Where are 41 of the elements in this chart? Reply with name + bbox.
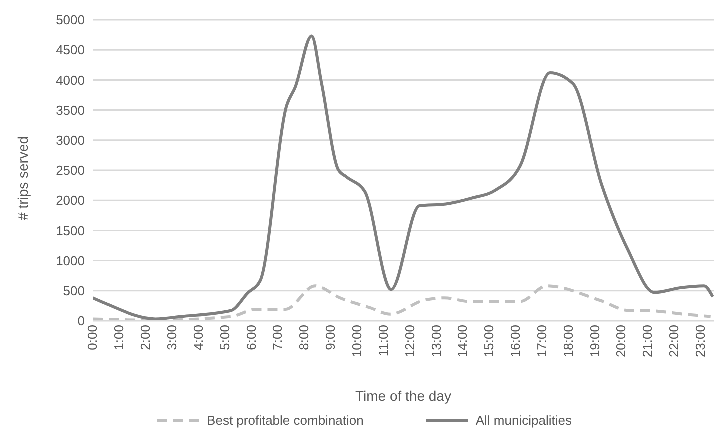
x-tick-label: 19:00 bbox=[587, 325, 602, 358]
x-tick-label: 1:00 bbox=[112, 325, 127, 350]
y-tick-label: 1500 bbox=[56, 223, 85, 238]
y-tick-label: 3500 bbox=[56, 102, 85, 118]
x-tick-label: 12:00 bbox=[402, 325, 418, 358]
x-tick-label: 8:00 bbox=[296, 325, 312, 350]
x-tick-label: 23:00 bbox=[693, 325, 708, 358]
x-tick-label: 22:00 bbox=[666, 325, 682, 358]
x-tick-label: 3:00 bbox=[164, 325, 180, 350]
y-tick-label: 5000 bbox=[56, 12, 85, 28]
x-tick-label: 21:00 bbox=[640, 325, 656, 358]
x-axis-title: Time of the day bbox=[356, 388, 452, 404]
x-tick-label: 2:00 bbox=[138, 325, 154, 350]
legend-label: Best profitable combination bbox=[207, 413, 364, 428]
x-tick-label: 4:00 bbox=[190, 325, 206, 350]
x-tick-label: 5:00 bbox=[217, 325, 232, 350]
x-tick-label: 11:00 bbox=[376, 325, 391, 357]
x-tick-label: 13:00 bbox=[428, 325, 444, 358]
line-series bbox=[93, 284, 712, 321]
x-tick-label: 15:00 bbox=[482, 325, 497, 358]
x-tick-label: 16:00 bbox=[508, 325, 524, 358]
x-tick-label: 7:00 bbox=[270, 325, 286, 350]
x-tick-label: 9:00 bbox=[323, 325, 338, 350]
line-series bbox=[93, 34, 714, 321]
y-tick-label: 3000 bbox=[56, 133, 85, 148]
y-axis-title: # trips served bbox=[14, 136, 31, 220]
y-tick-label: 500 bbox=[63, 284, 85, 299]
x-tick-label: 6:00 bbox=[244, 325, 259, 350]
x-tick-label: 17:00 bbox=[534, 325, 550, 358]
legend-label: All municipalities bbox=[476, 413, 572, 428]
y-tick-label: 4000 bbox=[56, 72, 85, 88]
x-tick-label: 18:00 bbox=[560, 325, 576, 358]
x-tick-label: 0:00 bbox=[85, 325, 100, 350]
y-tick-label: 4500 bbox=[56, 42, 85, 58]
x-tick-label: 20:00 bbox=[614, 325, 629, 358]
y-tick-label: 2000 bbox=[56, 193, 85, 208]
y-tick-label: 2500 bbox=[56, 163, 85, 178]
x-tick-label: 10:00 bbox=[349, 325, 364, 358]
y-tick-label: 1000 bbox=[56, 253, 85, 268]
y-tick-label: 0 bbox=[78, 314, 85, 329]
x-tick-label: 14:00 bbox=[455, 325, 470, 358]
